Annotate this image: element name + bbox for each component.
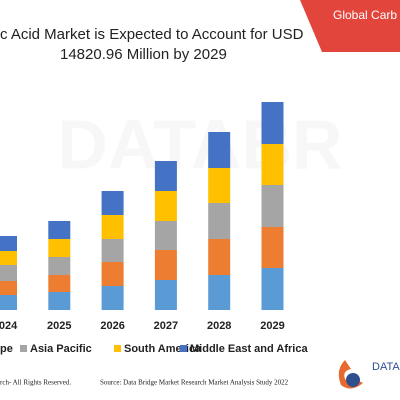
bar-segment	[154, 161, 177, 191]
bar-segment	[48, 239, 71, 257]
copyright: rch- All Rights Reserved.	[0, 379, 71, 387]
bar-segment	[48, 257, 71, 275]
watermark: DATABR	[57, 105, 342, 183]
x-tick-label: 024	[0, 320, 18, 332]
bar-segment	[0, 236, 17, 251]
banner-shape	[300, 0, 400, 52]
x-tick-label: 2029	[260, 320, 284, 332]
legend-swatch	[20, 345, 27, 352]
bar-segment	[261, 227, 284, 268]
bar-segment	[208, 132, 231, 168]
bar-segment	[154, 191, 177, 221]
bar-segment	[48, 292, 71, 310]
bar-segment	[0, 265, 17, 281]
bar-segment	[261, 268, 284, 310]
bar-segment	[48, 221, 71, 239]
bar-segment	[101, 286, 124, 310]
bar-segment	[261, 144, 284, 185]
bar-segment	[261, 102, 284, 144]
bar-segment	[208, 239, 231, 275]
title-line: 14820.96 Million by 2029	[60, 46, 227, 63]
bar-segment	[101, 239, 124, 262]
bar-segment	[48, 275, 71, 292]
bar-segment	[101, 191, 124, 215]
bar-segment	[101, 215, 124, 239]
bar-segment	[101, 262, 124, 286]
banner-text: Global Carb	[333, 8, 397, 22]
title-line: c Acid Market is Expected to Account for…	[0, 26, 304, 43]
plot: 024 2025 2026 2027 2028 2029	[0, 102, 285, 332]
bar-segment	[0, 295, 17, 310]
legend-label: Asia Pacific	[30, 343, 92, 355]
x-tick-label: 2027	[154, 320, 178, 332]
legend-swatch	[114, 345, 121, 352]
bar-segment	[0, 251, 17, 265]
bar-segment	[208, 203, 231, 239]
logo-text: DATA	[372, 361, 400, 373]
bar-segment	[154, 221, 177, 250]
legend-label: Middle East and Africa	[190, 343, 308, 355]
logo-icon	[346, 373, 360, 387]
bar-segment	[0, 281, 17, 295]
bar-segment	[261, 185, 284, 227]
bar-segment	[208, 275, 231, 310]
source: Source: Data Bridge Market Research Mark…	[100, 379, 289, 387]
legend-swatch	[180, 345, 187, 352]
bar-segment	[154, 250, 177, 280]
x-tick-label: 2028	[207, 320, 231, 332]
x-tick-label: 2025	[47, 320, 71, 332]
legend-label: pe	[0, 343, 13, 355]
bar-segment	[208, 168, 231, 203]
bar-segment	[154, 280, 177, 310]
x-tick-label: 2026	[100, 320, 124, 332]
